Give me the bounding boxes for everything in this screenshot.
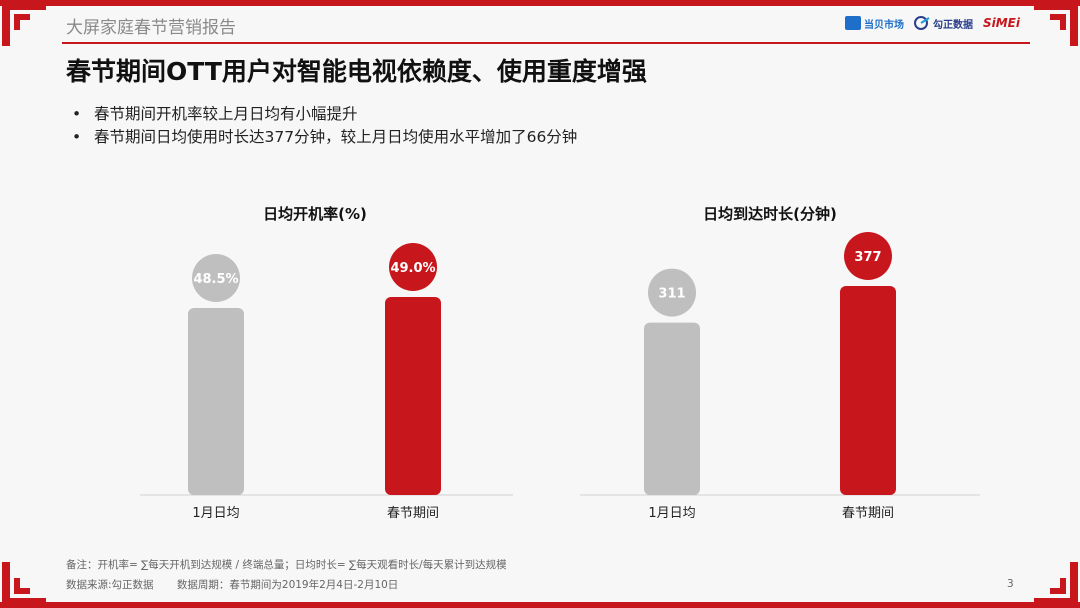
corner-ornament-top-right-icon	[1034, 2, 1078, 46]
header-divider	[62, 42, 1030, 44]
chart-title: 日均到达时长(分钟)	[703, 205, 837, 223]
gozen-logo-text: 勾正数据	[932, 19, 973, 31]
logo-bar: 当贝市场 勾正数据 SiMEi	[844, 8, 1020, 38]
category-label: 1月日均	[648, 506, 695, 521]
category-label: 春节期间	[842, 506, 894, 521]
value-label-bubble	[648, 268, 696, 317]
corner-ornament-bottom-right-icon	[1034, 562, 1078, 606]
bullet-item: • 春节期间开机率较上月日均有小幅提升	[72, 103, 577, 126]
corner-ornament-bottom-left-icon	[2, 562, 46, 606]
corner-ornament-top-left-icon	[2, 2, 46, 46]
bar	[840, 286, 896, 495]
bullet-dot-icon: •	[72, 105, 82, 123]
bullet-item: • 春节期间日均使用时长达377分钟，较上月日均使用水平增加了66分钟	[72, 126, 577, 149]
bottom-frame-border	[0, 602, 1080, 608]
data-label: 49.0%	[390, 261, 435, 276]
data-period: 数据周期：春节期间为2019年2月4日-2月10日	[176, 579, 399, 591]
category-label: 1月日均	[192, 506, 239, 521]
data-label: 48.5%	[193, 272, 238, 287]
data-label: 311	[658, 287, 685, 302]
bullet-list: • 春节期间开机率较上月日均有小幅提升 • 春节期间日均使用时长达377分钟，较…	[72, 103, 577, 149]
dangbei-logo-icon	[844, 16, 861, 30]
footnote: 备注：开机率= ∑每天开机到达规模 / 终端总量；日均时长= ∑每天观看时长/每…	[66, 559, 507, 571]
dangbei-logo: 当贝市场	[844, 16, 904, 31]
bullet-text: 春节期间日均使用时长达377分钟，较上月日均使用水平增加了66分钟	[94, 128, 578, 146]
value-label-bubble	[389, 243, 437, 291]
bar	[644, 322, 700, 495]
data-source: 数据来源:勾正数据	[66, 579, 154, 591]
chart-daily-reach-duration: 日均到达时长(分钟) 311 1月日均 377 春节期间	[580, 205, 980, 521]
bar	[188, 308, 244, 495]
page-number: 3	[1007, 578, 1014, 590]
category-label: 春节期间	[387, 506, 439, 521]
bar	[385, 297, 441, 495]
report-title: 大屏家庭春节营销报告	[66, 18, 236, 38]
source-line: 数据来源:勾正数据 数据周期：春节期间为2019年2月4日-2月10日	[66, 577, 398, 592]
gozen-logo-icon	[913, 16, 930, 30]
value-label-bubble	[192, 254, 240, 302]
simei-logo-text: SiMEi	[982, 16, 1020, 30]
top-frame-border	[0, 0, 1080, 6]
chart-daily-power-on-rate: 日均开机率(%) 48.5% 1月日均 49.0% 春节期间	[140, 205, 513, 521]
data-label: 377	[854, 250, 881, 265]
simei-logo: SiMEi	[983, 16, 1020, 30]
chart-title: 日均开机率(%)	[263, 205, 367, 223]
dangbei-logo-text: 当贝市场	[863, 19, 904, 31]
bullet-dot-icon: •	[72, 128, 82, 146]
value-label-bubble	[844, 232, 892, 280]
gozen-logo: 勾正数据	[913, 16, 973, 31]
slide-title: 春节期间OTT用户对智能电视依赖度、使用重度增强	[66, 57, 647, 86]
bullet-text: 春节期间开机率较上月日均有小幅提升	[94, 105, 358, 123]
